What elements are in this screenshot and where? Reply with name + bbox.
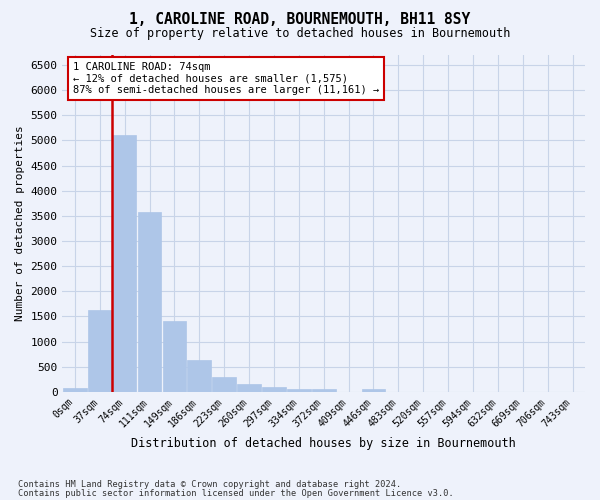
Text: Size of property relative to detached houses in Bournemouth: Size of property relative to detached ho…	[90, 28, 510, 40]
X-axis label: Distribution of detached houses by size in Bournemouth: Distribution of detached houses by size …	[131, 437, 516, 450]
Text: 1 CAROLINE ROAD: 74sqm
← 12% of detached houses are smaller (1,575)
87% of semi-: 1 CAROLINE ROAD: 74sqm ← 12% of detached…	[73, 62, 379, 95]
Bar	[312, 390, 335, 392]
Text: 1, CAROLINE ROAD, BOURNEMOUTH, BH11 8SY: 1, CAROLINE ROAD, BOURNEMOUTH, BH11 8SY	[130, 12, 470, 28]
Text: Contains HM Land Registry data © Crown copyright and database right 2024.: Contains HM Land Registry data © Crown c…	[18, 480, 401, 489]
Bar	[262, 388, 286, 392]
Bar	[63, 388, 86, 392]
Bar	[287, 390, 311, 392]
Bar	[212, 376, 236, 392]
Y-axis label: Number of detached properties: Number of detached properties	[15, 126, 25, 322]
Text: Contains public sector information licensed under the Open Government Licence v3: Contains public sector information licen…	[18, 488, 454, 498]
Bar	[137, 212, 161, 392]
Bar	[113, 136, 136, 392]
Bar	[187, 360, 211, 392]
Bar	[237, 384, 261, 392]
Bar	[362, 390, 385, 392]
Bar	[163, 322, 186, 392]
Bar	[88, 310, 112, 392]
